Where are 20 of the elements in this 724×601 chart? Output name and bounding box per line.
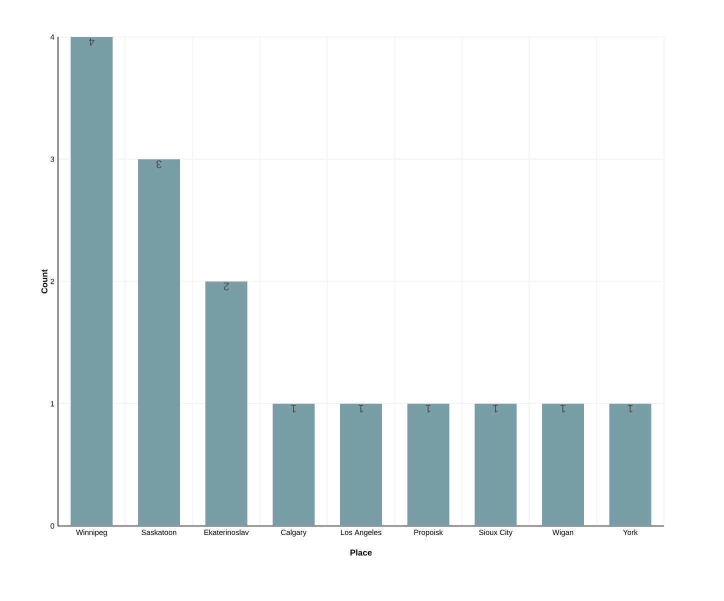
bar — [70, 36, 113, 526]
bar — [474, 404, 517, 526]
data-label: 1 — [426, 404, 431, 412]
x-axis-title: Place — [350, 549, 372, 556]
data-label: 2 — [224, 282, 229, 290]
data-label: 1 — [493, 404, 498, 412]
data-label: 3 — [156, 160, 162, 168]
bar — [407, 404, 450, 526]
data-label: 1 — [628, 404, 633, 412]
bar — [340, 404, 382, 526]
bar — [609, 404, 652, 526]
data-label: 1 — [291, 404, 296, 412]
bar — [272, 404, 315, 526]
bar — [205, 281, 248, 526]
bar — [138, 159, 180, 526]
data-label: 4 — [88, 38, 94, 46]
data-label: 1 — [560, 404, 566, 412]
bar — [542, 404, 584, 526]
y-axis-title: Count — [41, 269, 48, 294]
data-label: 1 — [358, 404, 364, 412]
